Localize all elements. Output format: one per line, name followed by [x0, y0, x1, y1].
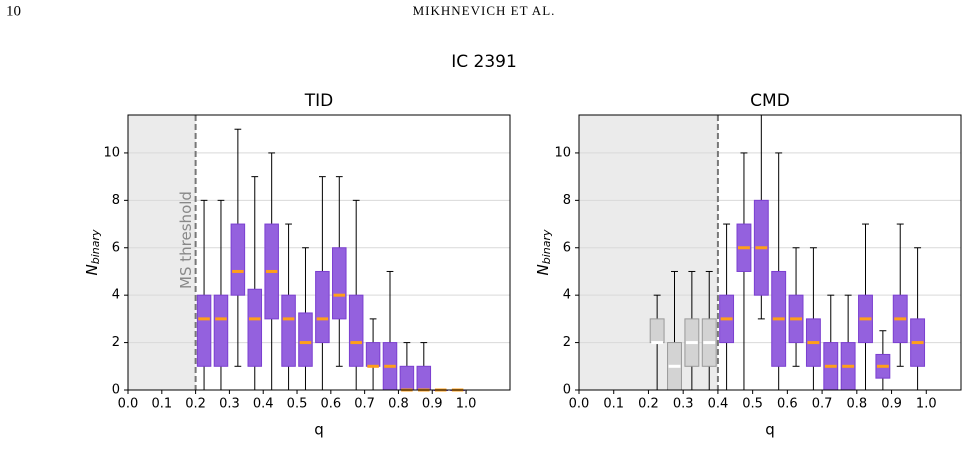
y-axis-label-main: N [83, 264, 101, 275]
x-tick-label: 0.0 [118, 397, 139, 412]
x-tick-label: 0.4 [253, 397, 274, 412]
x-tick-label: 0.6 [777, 397, 798, 412]
y-axis-label-sub: binary [89, 229, 102, 264]
x-axis-label: q [765, 421, 775, 439]
y-tick-label: 2 [112, 335, 120, 350]
y-tick-label: 6 [112, 240, 120, 255]
x-tick-label: 0.7 [812, 397, 833, 412]
box [196, 294, 212, 367]
x-tick-label: 0.9 [422, 397, 443, 412]
box [315, 270, 330, 344]
x-tick-label: 0.8 [388, 397, 409, 412]
y-axis-label-sub: binary [540, 229, 553, 264]
x-tick-label: 0.2 [638, 397, 659, 412]
box [298, 312, 313, 367]
x-tick-label: 0.0 [569, 397, 590, 412]
x-tick-label: 0.8 [846, 397, 867, 412]
y-tick-label: 2 [563, 335, 571, 350]
box [230, 223, 246, 296]
chart-title: TID [304, 91, 334, 111]
page-number: 10 [6, 3, 21, 19]
y-axis-label: Nbinary [534, 229, 554, 276]
y-tick-label: 4 [112, 288, 120, 303]
y-tick-label: 0 [112, 383, 120, 398]
x-tick-label: 0.5 [742, 397, 763, 412]
box [281, 294, 296, 367]
chart-title: CMD [750, 91, 790, 111]
x-tick-label: 0.9 [881, 397, 902, 412]
x-tick-label: 0.6 [320, 397, 341, 412]
x-tick-label: 0.3 [219, 397, 240, 412]
below-threshold-shade [128, 115, 196, 390]
threshold-label: MS threshold [177, 191, 195, 289]
box [399, 365, 415, 391]
y-tick-label: 6 [563, 240, 571, 255]
x-tick-label: 0.3 [673, 397, 694, 412]
plot-frame [127, 114, 511, 391]
y-tick-label: 4 [563, 288, 571, 303]
x-tick-label: 0.1 [603, 397, 624, 412]
y-tick-label: 0 [563, 383, 571, 398]
box [332, 247, 347, 320]
x-tick-label: 1.0 [916, 397, 937, 412]
running-head: MIKHNEVICH ET AL. [413, 3, 556, 18]
plot-frame [578, 114, 962, 391]
box [416, 365, 432, 391]
box [649, 318, 665, 344]
x-tick-label: 0.7 [354, 397, 375, 412]
x-tick-label: 0.1 [151, 397, 172, 412]
y-tick-label: 8 [112, 193, 120, 208]
box [365, 342, 381, 367]
y-tick-label: 8 [563, 193, 571, 208]
x-tick-label: 0.2 [185, 397, 206, 412]
x-tick-label: 1.0 [456, 397, 477, 412]
y-tick-label: 10 [554, 145, 571, 160]
x-tick-label: 0.5 [287, 397, 308, 412]
box [213, 294, 229, 367]
y-axis-label: Nbinary [83, 229, 103, 276]
y-tick-label: 10 [103, 145, 120, 160]
y-axis-label-main: N [534, 264, 552, 275]
figure-title: IC 2391 [451, 52, 517, 72]
box [247, 288, 263, 367]
x-tick-label: 0.4 [708, 397, 729, 412]
box [348, 294, 364, 367]
x-axis-label: q [314, 421, 324, 439]
